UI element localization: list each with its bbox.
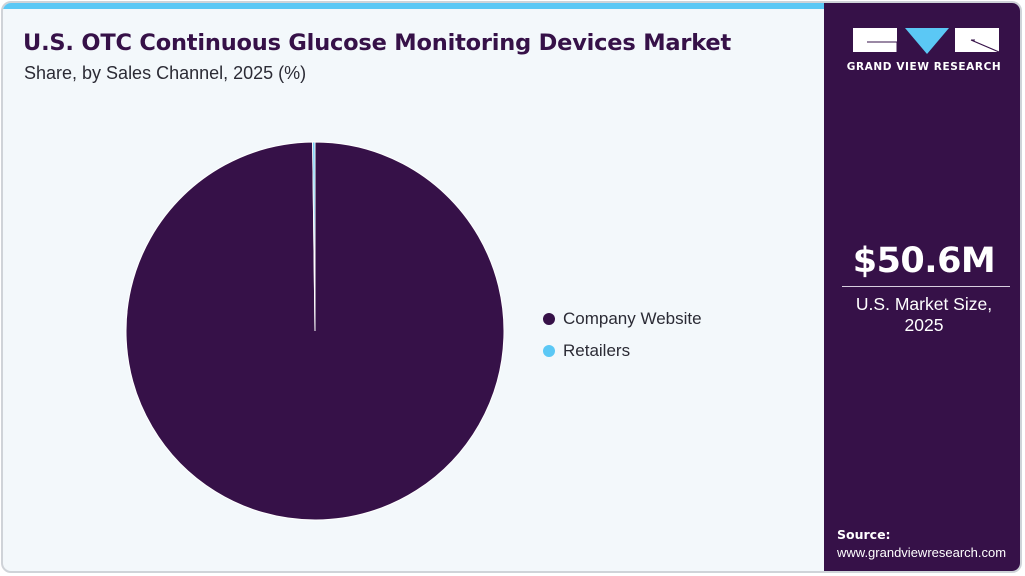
legend-label: Company Website <box>563 309 702 328</box>
source-url[interactable]: www.grandviewresearch.com <box>837 545 1007 560</box>
market-size-label: U.S. Market Size, 2025 <box>824 294 1020 336</box>
legend: Company Website Retailers <box>543 303 702 367</box>
chart-area: U.S. OTC Continuous Glucose Monitoring D… <box>3 3 823 571</box>
chart-subtitle: Share, by Sales Channel, 2025 (%) <box>24 63 307 83</box>
market-size-label-line2: 2025 <box>904 315 944 335</box>
pie-chart <box>125 141 505 521</box>
source-label: Source: <box>837 527 891 542</box>
accent-bar <box>3 3 825 9</box>
market-size-value: $50.6M <box>852 241 996 281</box>
logo-text: GRAND VIEW RESEARCH <box>846 61 1002 73</box>
divider <box>842 286 1010 287</box>
market-size-label-line1: U.S. Market Size, <box>855 294 993 314</box>
legend-label: Retailers <box>563 341 631 360</box>
pie-slice-retailers <box>312 141 316 332</box>
side-panel: GRAND VIEW RESEARCH $50.6M U.S. Market S… <box>824 3 1020 571</box>
legend-item-company-website: Company Website <box>543 303 702 335</box>
legend-item-retailers: Retailers <box>543 335 702 367</box>
legend-dot-retailers <box>543 345 555 357</box>
chart-title: U.S. OTC Continuous Glucose Monitoring D… <box>23 30 732 56</box>
grand-view-research-logo-icon <box>853 28 999 54</box>
legend-dot-company-website <box>543 313 555 325</box>
